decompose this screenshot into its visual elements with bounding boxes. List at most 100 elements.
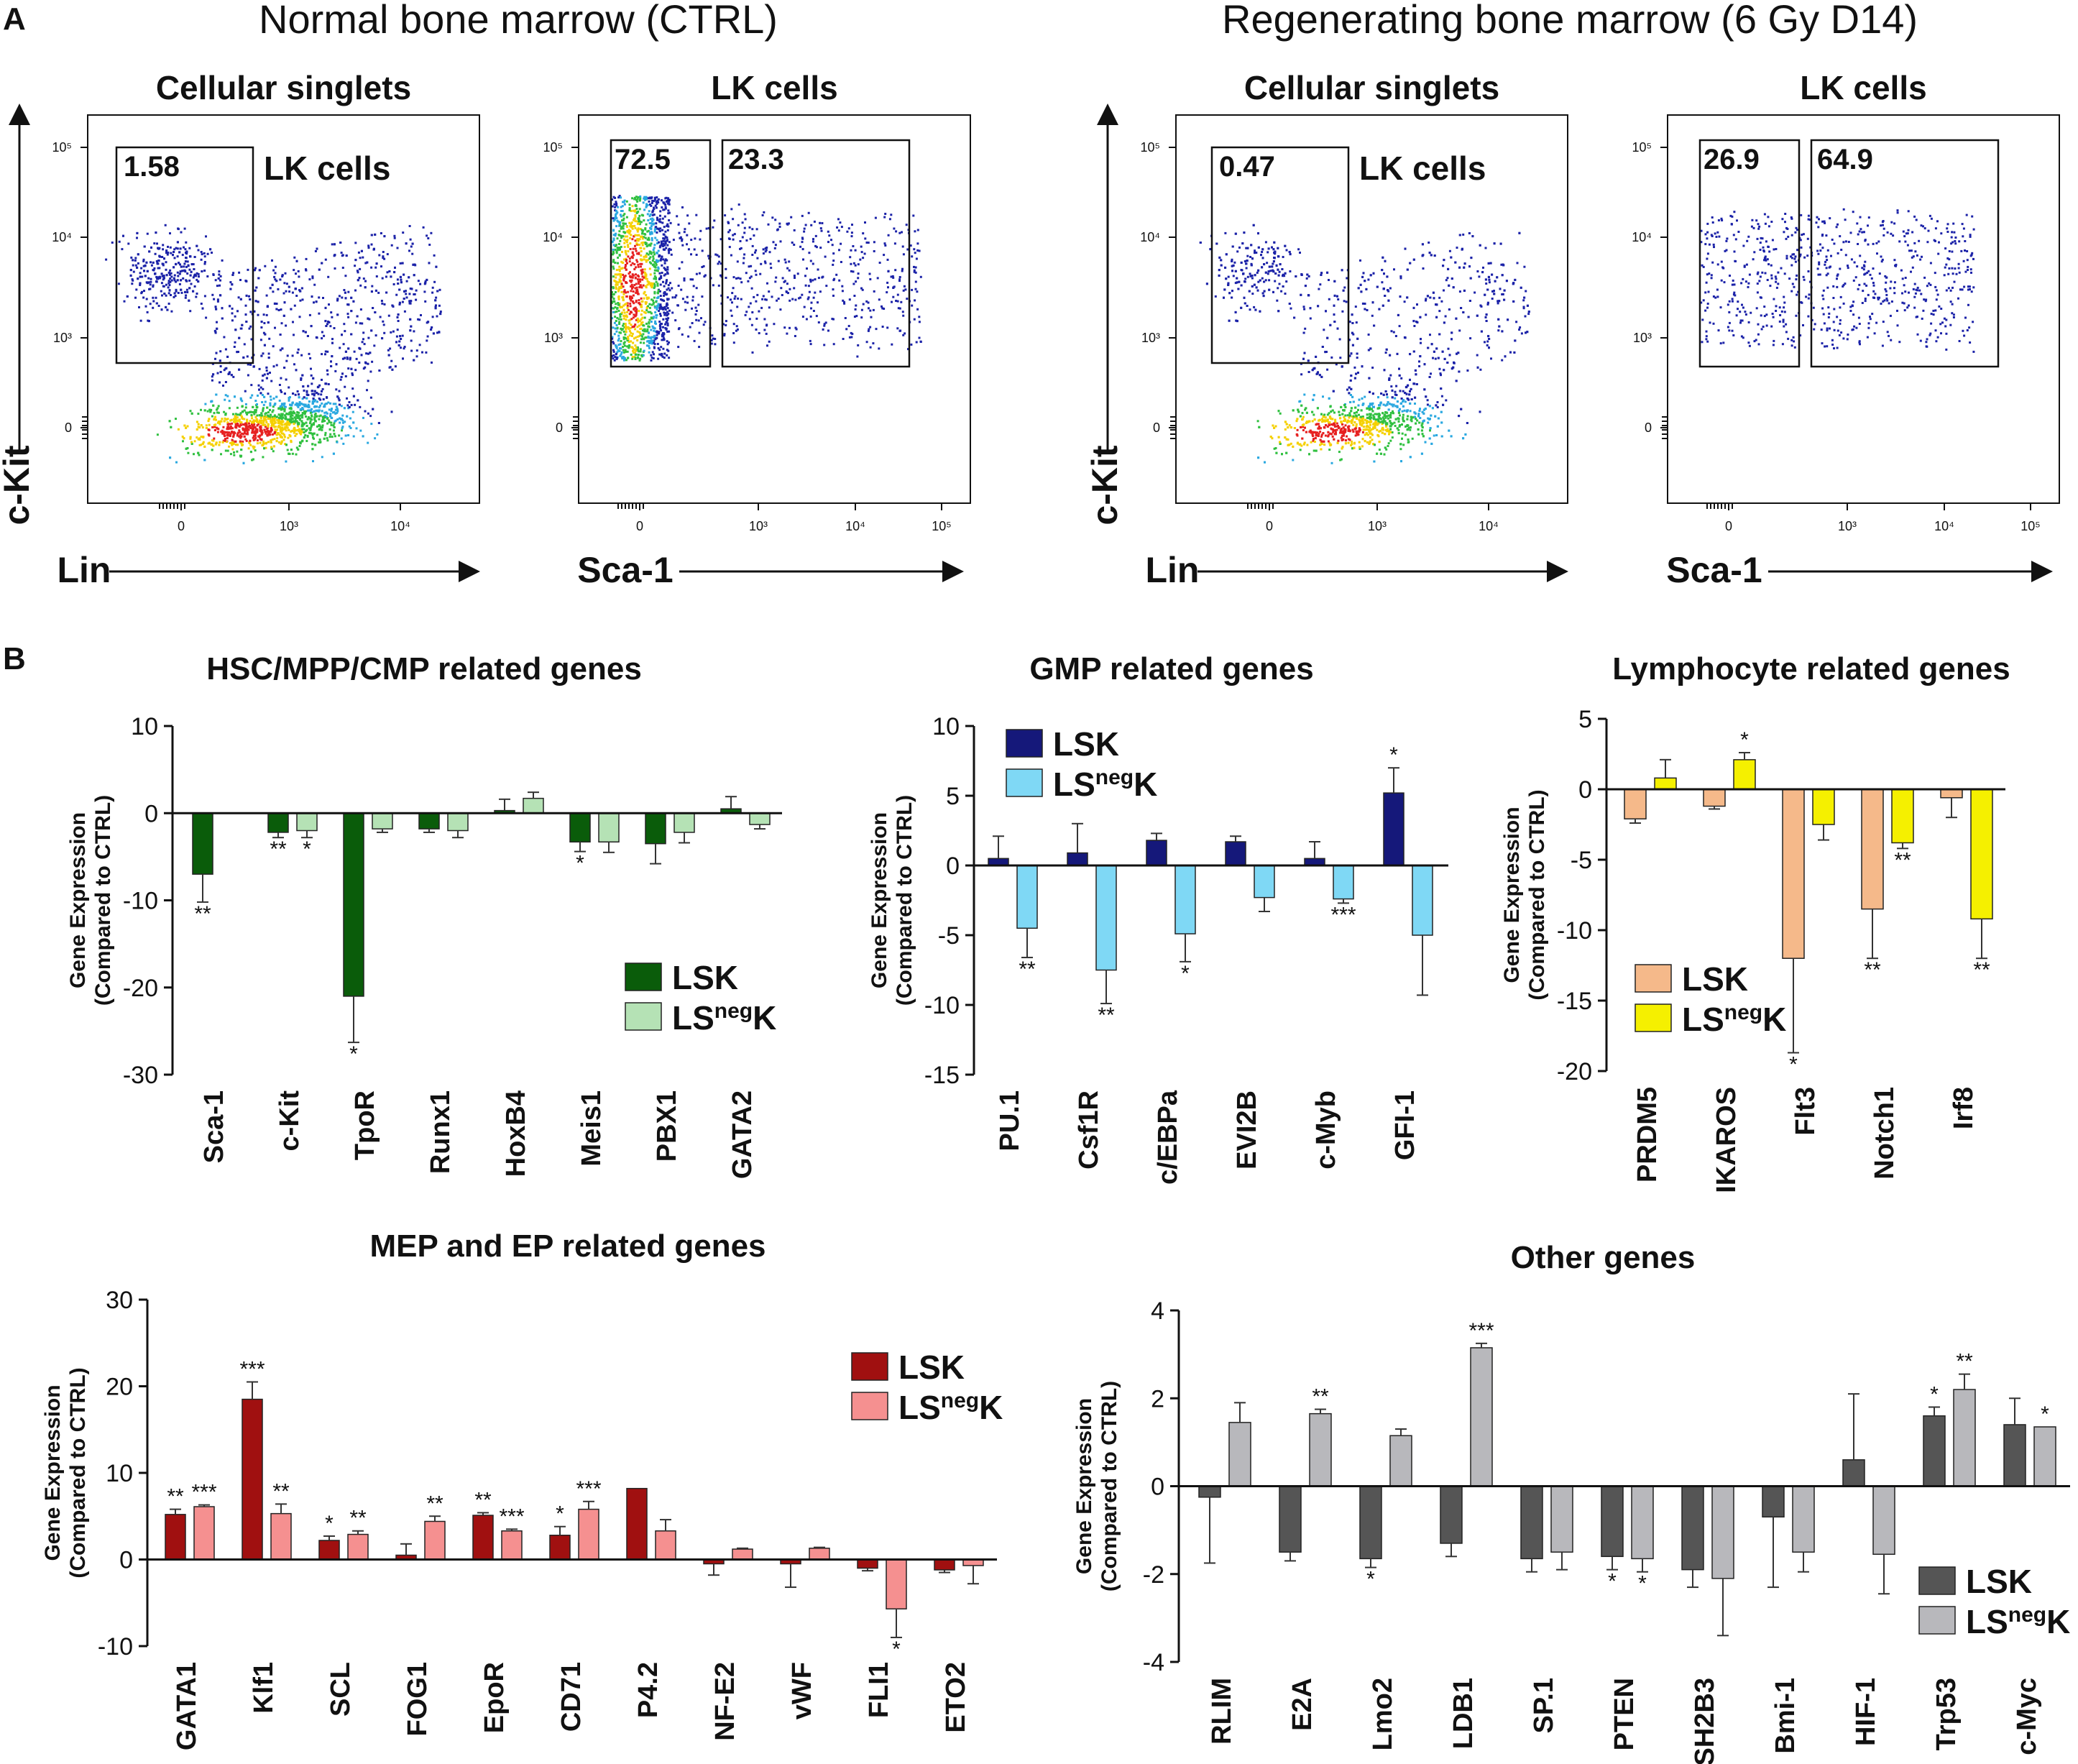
scatter-point <box>393 236 396 239</box>
scatter-point <box>884 213 887 215</box>
scatter-point <box>635 346 638 349</box>
scatter-point <box>229 427 231 430</box>
scatter-point <box>893 227 896 230</box>
scatter-point <box>364 262 367 265</box>
scatter-point <box>644 227 647 230</box>
scatter-point <box>362 435 364 438</box>
scatter-point <box>358 277 361 280</box>
scatter-point <box>653 306 656 309</box>
scatter-point <box>239 454 242 457</box>
scatter-point <box>625 324 627 327</box>
scatter-point <box>748 226 751 229</box>
scatter-point <box>238 429 241 432</box>
scatter-point <box>629 297 631 300</box>
scatter-point <box>663 215 666 218</box>
scatter-point <box>665 282 668 285</box>
scatter-point <box>905 224 908 226</box>
scatter-point <box>766 247 768 249</box>
scatter-point <box>311 408 313 410</box>
scatter-point <box>615 201 617 203</box>
scatter-point <box>238 336 241 339</box>
scatter-point <box>639 348 642 351</box>
scatter-point <box>161 275 164 277</box>
scatter-point <box>683 279 686 282</box>
scatter-point <box>224 438 226 441</box>
scatter-point <box>622 201 625 203</box>
scatter-point <box>725 320 727 323</box>
scatter-point <box>305 393 308 396</box>
scatter-point <box>661 335 663 338</box>
scatter-point <box>686 243 688 246</box>
scatter-point <box>663 285 666 288</box>
scatter-point <box>656 239 658 242</box>
scatter-point <box>250 423 253 426</box>
scatter-point <box>427 321 430 323</box>
scatter-point <box>660 323 663 326</box>
scatter-point <box>401 300 404 303</box>
scatter-point <box>311 411 313 414</box>
scatter-point <box>267 357 270 359</box>
scatter-point <box>663 307 666 309</box>
scatter-point <box>615 212 618 215</box>
scatter-point <box>850 235 853 238</box>
scatter-point <box>708 257 711 259</box>
scatter-point <box>648 281 650 284</box>
scatter-point <box>717 255 720 258</box>
scatter-point <box>205 427 208 429</box>
scatter-point <box>338 399 341 402</box>
scatter-point <box>625 241 628 244</box>
scatter-point <box>286 449 289 451</box>
scatter-point <box>638 299 640 302</box>
scatter-point <box>239 414 242 417</box>
scatter-point <box>234 425 237 427</box>
scatter-point <box>346 404 349 407</box>
scatter-point <box>617 290 620 293</box>
scatter-point <box>373 344 376 347</box>
scatter-point <box>377 291 380 294</box>
scatter-point <box>402 231 405 234</box>
scatter-point <box>636 260 639 263</box>
scatter-point <box>277 309 280 311</box>
scatter-point <box>134 296 137 299</box>
scatter-point <box>213 437 216 440</box>
scatter-point <box>283 367 286 369</box>
scatter-point <box>720 274 722 277</box>
scatter-point <box>285 429 288 432</box>
scatter-point <box>405 280 408 282</box>
scatter-point <box>341 419 344 422</box>
scatter-point <box>271 438 274 441</box>
scatter-point <box>712 284 714 287</box>
scatter-point <box>618 234 621 236</box>
scatter-point <box>269 433 272 436</box>
scatter-point <box>236 416 239 419</box>
scatter-point <box>852 282 855 285</box>
scatter-point <box>662 318 665 321</box>
scatter-point <box>198 454 201 456</box>
scatter-point <box>622 277 625 280</box>
scatter-point <box>173 274 176 277</box>
scatter-point <box>312 377 315 380</box>
lsneg-gate <box>610 139 712 368</box>
scatter-point <box>643 324 645 327</box>
scatter-point <box>427 237 430 239</box>
scatter-point <box>219 423 221 426</box>
scatter-point <box>178 272 181 275</box>
scatter-point <box>318 438 321 441</box>
scatter-point <box>249 363 252 366</box>
scatter-point <box>657 267 660 270</box>
scatter-point <box>216 407 219 410</box>
scatter-point <box>771 216 774 219</box>
scatter-point <box>646 259 649 262</box>
scatter-point <box>625 239 627 242</box>
scatter-point <box>763 318 766 321</box>
scatter-point <box>260 326 263 329</box>
scatter-point <box>245 280 248 282</box>
scatter-point <box>316 400 318 403</box>
scatter-point <box>322 398 325 400</box>
scatter-point <box>189 274 192 277</box>
scatter-point <box>234 341 236 344</box>
scatter-point <box>293 412 296 415</box>
scatter-point <box>314 250 317 252</box>
scatter-point <box>843 300 845 303</box>
scatter-point <box>618 303 621 305</box>
